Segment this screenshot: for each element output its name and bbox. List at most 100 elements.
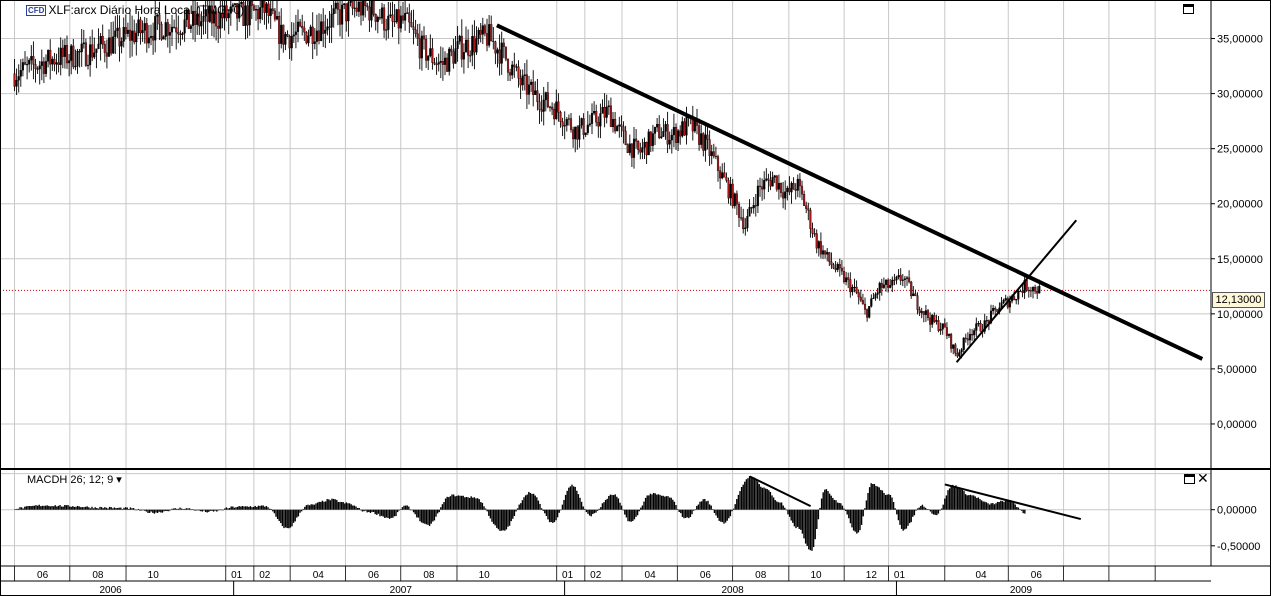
candle-body [551,106,554,110]
candle-body [628,143,631,153]
macd-bar [496,509,498,528]
candle-body [19,70,22,77]
macd-bar [921,504,924,510]
macd-bar [788,509,791,517]
candle-body [271,8,274,11]
macd-bar [155,509,157,513]
macd-bar [673,501,676,510]
macd-bar [164,509,167,511]
macd-bar [635,509,637,517]
macd-bar [604,499,607,510]
candle-body [593,111,596,114]
macd-bar [412,509,415,513]
candle-body [561,121,564,127]
candle-body [233,3,237,5]
candle-body [462,52,465,60]
macd-bar [411,509,413,511]
candle-body [280,24,283,44]
candle-body [370,0,373,21]
macd-indicator-label[interactable]: MACDH 26; 12; 9 ▾ [27,474,122,486]
macd-bar [248,506,250,510]
candle-body [492,40,495,43]
macd-bar [465,496,468,510]
macd-bar [619,502,621,510]
candle-body [263,0,266,13]
candle-body [448,48,451,72]
candle-body [252,5,255,11]
price-trendline-uptrend[interactable] [955,219,1078,363]
macd-histogram[interactable] [14,476,1026,551]
candle-body [320,21,323,41]
macd-bar [1020,509,1023,511]
macd-bar [654,493,656,510]
macd-bar [390,509,392,518]
macd-bar [476,498,479,510]
macd-bar [432,509,434,522]
macd-bar [230,506,232,510]
macd-bar [676,509,679,510]
maximize-price-panel-icon[interactable] [1183,4,1194,14]
macd-trendline[interactable] [749,475,812,507]
candle-body [223,5,226,19]
macd-tick-label: -0,50000 [1217,541,1260,553]
candle-body [920,311,923,313]
candle-body [105,52,108,57]
candle-body [53,58,56,65]
macd-bar [1016,507,1018,510]
candle-body [639,149,642,153]
candle-body [187,9,190,29]
macd-bar [923,506,925,510]
macd-bar [144,509,146,511]
macd-bar [665,496,668,510]
price-series[interactable] [13,0,1041,359]
macd-bar [33,505,36,510]
candle-body [506,59,510,73]
candle-body [42,61,45,74]
maximize-macd-panel-icon[interactable] [1184,474,1195,484]
candle-body [496,49,499,54]
candle-body [515,66,518,68]
macd-bar [86,506,88,510]
macd-trendline[interactable] [944,483,1082,521]
candle-body [939,329,942,331]
cfd-icon: CFD [26,5,47,16]
macd-bar [678,509,680,513]
macd-bar [24,506,26,510]
macd-bar [984,501,986,510]
price-tick-label: 25,00000 [1217,144,1263,156]
candle-body [198,13,201,27]
macd-bar [484,508,487,510]
macd-bar [107,508,109,510]
candle-body [284,34,287,45]
price-trendline-downtrend[interactable] [496,23,1204,361]
macd-bar [366,509,368,513]
macd-bar [502,509,504,531]
candle-body [922,311,925,315]
macd-bar [756,481,759,510]
trendlines[interactable] [496,23,1204,521]
macd-bar [660,495,663,510]
macd-bar [361,509,364,512]
candle-body [1027,290,1030,292]
macd-bar [656,494,658,510]
macd-bar [915,509,917,511]
candle-body [635,138,638,142]
macd-bar [156,509,159,513]
macd-bar [755,479,757,510]
macd-bar [924,507,927,510]
candle-body [584,132,587,135]
candle-body [322,21,325,34]
month-tick-label: 08 [92,570,104,581]
close-macd-panel-icon[interactable]: ✕ [1197,471,1209,487]
candle-body [446,57,449,72]
macd-bar [100,507,103,510]
macd-bar [944,498,946,510]
candle-body [565,119,568,126]
macd-bar [910,509,912,523]
macd-bar [577,494,580,510]
candle-body [647,131,650,156]
macd-bar [158,509,160,512]
candle-body [748,207,751,217]
macd-bar [916,508,919,510]
macd-bar [985,502,988,510]
